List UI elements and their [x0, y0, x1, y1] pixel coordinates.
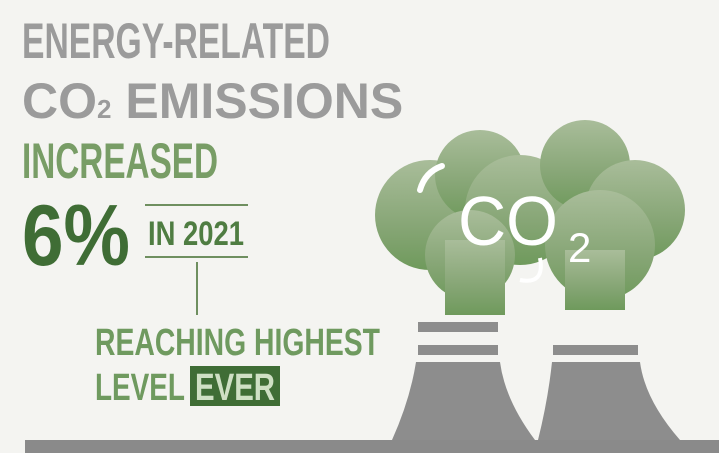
headline-line3: INCREASED [22, 133, 218, 189]
cloud-highlight [417, 163, 445, 193]
highlight-box [190, 366, 280, 406]
cloud-co: CO [458, 182, 558, 260]
headline-line1: ENERGY-RELATED [22, 13, 330, 69]
cloud-sub: 2 [568, 224, 591, 271]
note-line1: REACHING HIGHEST [95, 322, 380, 364]
stat-period: IN 2021 [148, 215, 244, 253]
stat-value: 6% [22, 188, 130, 284]
headline-rest: EMISSIONS [111, 73, 403, 129]
ground [25, 440, 719, 453]
towers [392, 322, 680, 440]
headline-line2: CO2 EMISSIONS [22, 73, 403, 129]
note-line2: LEVEL [95, 367, 185, 409]
cloud-curl [519, 257, 543, 283]
note-highlight: EVER [195, 367, 275, 409]
clouds [375, 120, 685, 315]
headline-co: CO [22, 73, 97, 129]
headline-sub: 2 [97, 94, 111, 124]
